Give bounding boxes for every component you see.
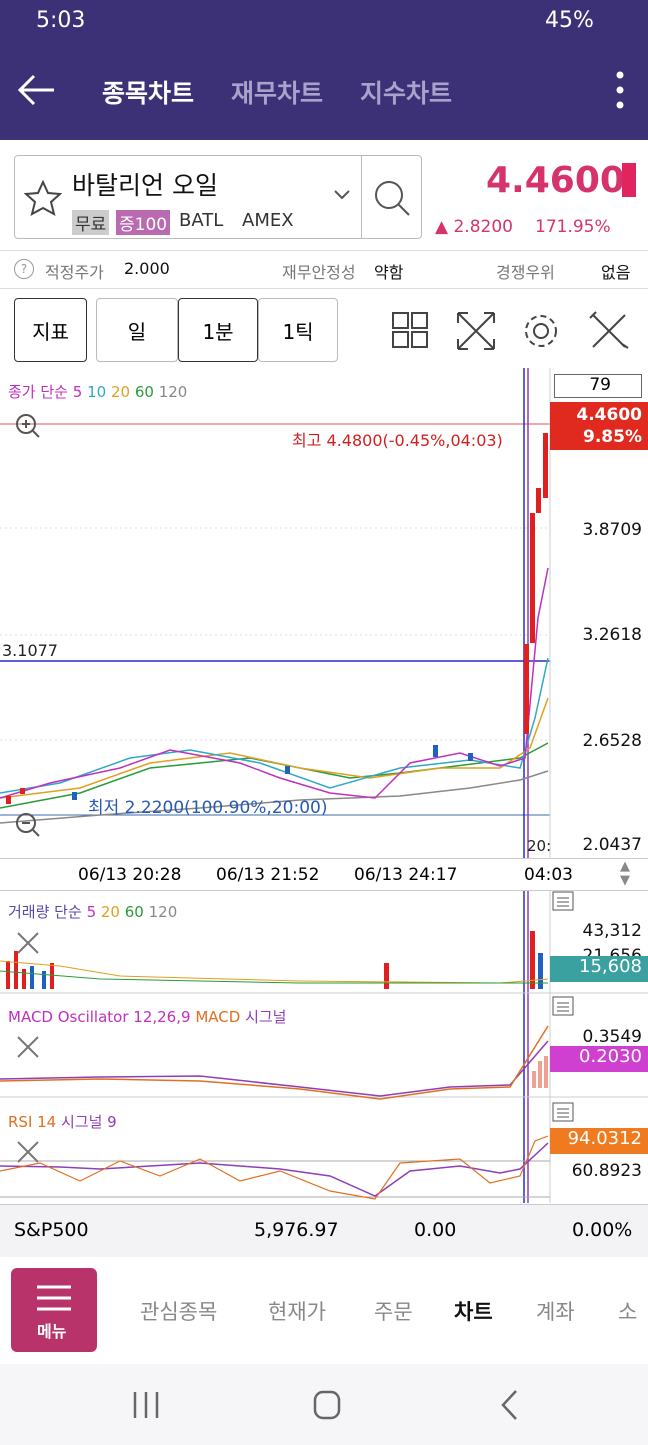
legend-item: 60 (134, 383, 154, 401)
high-label: 최고 4.4800(-0.45%,04:03) (292, 431, 503, 450)
exchange: AMEX (242, 210, 294, 231)
legend-item: RSI 14 (8, 1113, 57, 1131)
y-label: 0.3549 (582, 1027, 642, 1047)
legend-item: 5 (72, 383, 83, 401)
price-chart (0, 368, 551, 858)
index-name: S&P500 (14, 1219, 89, 1241)
info-label: 재무안정성 (282, 263, 356, 282)
more-button[interactable] (612, 70, 628, 110)
y-label: 43,312 (582, 921, 642, 941)
price: 4.4600 (486, 160, 625, 201)
legend-item: MACD (195, 1008, 241, 1026)
help-icon[interactable]: ? (14, 259, 34, 279)
nav-item[interactable]: 주문 (374, 1300, 413, 1324)
change-value: 2.8200 (453, 217, 513, 237)
rsi-current: 94.0312 (550, 1128, 648, 1154)
line-label: 3.1077 (2, 641, 58, 660)
header (0, 0, 648, 140)
tag: 무료 (72, 210, 110, 235)
y-label: 3.2618 (582, 625, 642, 645)
divider (0, 250, 648, 251)
legend-item: 10 (87, 383, 107, 401)
change: ▲ 2.8200 (435, 217, 513, 237)
current-price: 4.4600 (576, 405, 642, 425)
status-battery: 45% (545, 8, 594, 33)
legend-item: 거래량 단순 (8, 903, 82, 921)
period-button[interactable]: 1분 (178, 298, 258, 362)
dropdown[interactable] (334, 190, 350, 200)
tag: 증100 (116, 210, 171, 235)
info-value: 약함 (374, 263, 404, 282)
tab[interactable]: 종목차트 (102, 79, 195, 108)
count-box: 79 (554, 374, 642, 398)
nav-item[interactable]: 현재가 (268, 1300, 326, 1324)
x-label: 06/13 20:28 (78, 865, 182, 885)
x-label: 06/13 21:52 (216, 865, 320, 885)
nav-item[interactable]: 관심종목 (140, 1300, 218, 1324)
legend-item: 120 (148, 903, 178, 921)
info-label: 경쟁우위 (496, 263, 555, 282)
volume-current: 15,608 (550, 956, 648, 982)
nav-item[interactable]: 소 (618, 1300, 638, 1324)
scroll-arrows[interactable]: ▲ ▼ (620, 859, 630, 888)
legend-item: 시그널 9 (61, 1113, 117, 1131)
legend-item: 120 (158, 383, 188, 401)
change-pct: 171.95% (535, 217, 611, 237)
menu-label: 메뉴 (37, 1322, 67, 1341)
cursor-label: 20: (527, 837, 552, 855)
y-label: 60.8923 (571, 1161, 642, 1181)
index-change: 0.00 (414, 1219, 457, 1241)
tab[interactable]: 지수차트 (360, 79, 453, 108)
current-pct: 9.85% (583, 427, 642, 447)
rsi-legend: RSI 14 시그널 9 (8, 1111, 117, 1132)
nav-item[interactable]: 차트 (454, 1300, 493, 1324)
legend-item: 시그널 (245, 1008, 287, 1026)
y-label: 3.8709 (582, 520, 642, 540)
favorite-star[interactable] (24, 180, 62, 216)
price-bar (622, 163, 636, 197)
info-value: 없음 (601, 263, 631, 282)
legend-item: 5 (86, 903, 97, 921)
nav-item[interactable]: 계좌 (536, 1300, 575, 1324)
legend-item: 종가 단순 (8, 383, 68, 401)
macd-legend: MACD Oscillator 12,26,9 MACD 시그널 (8, 1006, 286, 1027)
y-label: 2.0437 (582, 835, 642, 855)
system-nav (0, 1364, 648, 1445)
menu-icon (37, 1285, 71, 1311)
stock-box[interactable] (14, 155, 422, 239)
period-button[interactable]: 일 (96, 298, 178, 362)
divider (0, 890, 648, 891)
index-bar (0, 1204, 648, 1257)
current-price-tag: 4.4600 9.85% (550, 402, 648, 450)
toolbar-icons[interactable] (390, 310, 640, 352)
status-time: 5:03 (36, 8, 86, 33)
divider (361, 155, 362, 239)
tab[interactable]: 재무차트 (231, 79, 324, 108)
stock-name: 바탈리언 오일 (72, 171, 218, 200)
indicator-button[interactable]: 지표 (14, 298, 87, 362)
macd-current: 0.2030 (550, 1046, 648, 1072)
legend-item: MACD Oscillator 12,26,9 (8, 1008, 191, 1026)
info-value: 2.000 (124, 259, 170, 278)
x-label: 06/13 24:17 (354, 865, 458, 885)
low-label: 최저 2.2200(100.90%,20:00) (88, 798, 328, 818)
index-value: 5,976.97 (254, 1219, 339, 1241)
legend-item: 20 (100, 903, 120, 921)
chart-legend: 종가 단순 5 10 20 60 120 (8, 381, 187, 402)
back-button[interactable] (16, 72, 56, 108)
system-buttons[interactable] (130, 1388, 530, 1422)
legend-item: 60 (124, 903, 144, 921)
ticker: BATL (179, 210, 224, 231)
x-label: 04:03 (524, 865, 573, 885)
info-label: 적정주가 (45, 263, 104, 282)
divider (0, 858, 648, 859)
volume-legend: 거래량 단순 5 20 60 120 (8, 901, 177, 922)
divider (0, 288, 648, 289)
search-button[interactable] (372, 178, 412, 218)
y-label: 2.6528 (582, 731, 642, 751)
index-change-pct: 0.00% (572, 1219, 633, 1241)
legend-item: 20 (110, 383, 131, 401)
period-button[interactable]: 1틱 (258, 298, 338, 362)
